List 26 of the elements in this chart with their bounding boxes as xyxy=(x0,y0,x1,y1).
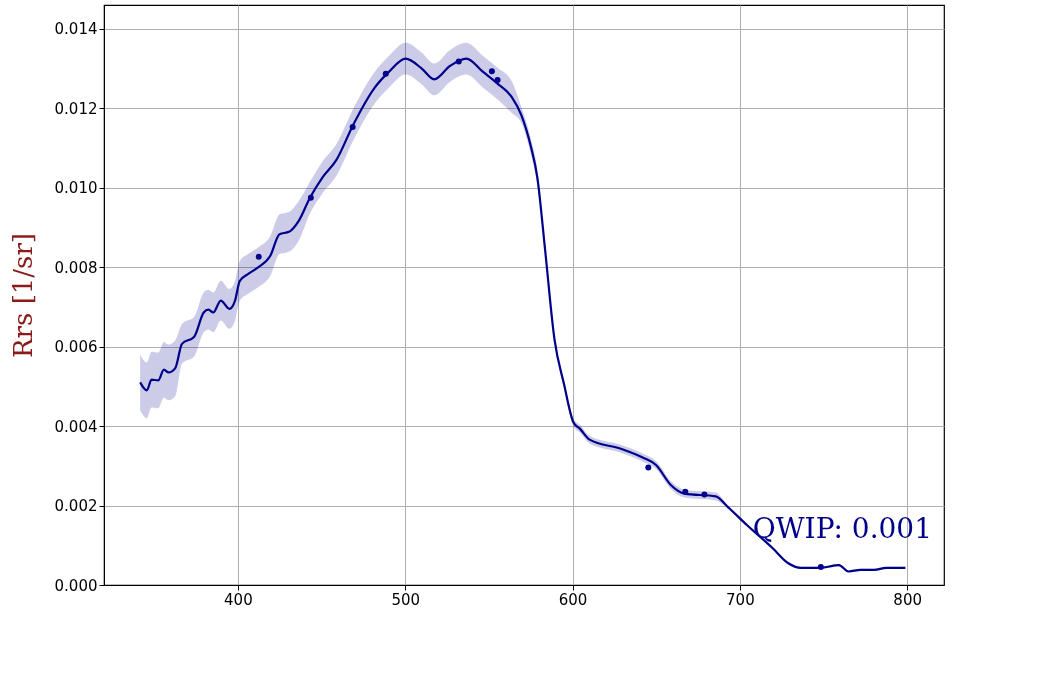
y-axis-title: Rrs [1/sr] xyxy=(7,233,38,358)
point xyxy=(494,77,501,84)
y-tick-label: 0.010 xyxy=(54,179,98,198)
y-tick-label: 0.014 xyxy=(54,20,98,39)
point xyxy=(701,491,708,498)
y-tick-label: 0.000 xyxy=(54,576,98,595)
y-tick-label: 0.008 xyxy=(54,258,98,277)
point xyxy=(382,70,389,77)
point xyxy=(488,68,495,75)
y-tick-label: 0.002 xyxy=(54,497,98,516)
point xyxy=(682,488,689,495)
point xyxy=(307,194,314,201)
x-tick-label: 400 xyxy=(224,590,253,609)
x-tick-label: 600 xyxy=(558,590,588,609)
x-tick-label: 700 xyxy=(726,590,755,609)
point xyxy=(817,564,824,571)
point xyxy=(455,58,462,65)
point xyxy=(349,123,356,130)
point xyxy=(255,253,262,260)
y-tick-label: 0.006 xyxy=(54,338,98,357)
point xyxy=(645,464,652,471)
y-tick-label: 0.004 xyxy=(54,417,98,436)
x-tick-label: 500 xyxy=(391,590,421,609)
y-tick-label: 0.012 xyxy=(54,99,98,118)
annotation: QWIP: 0.001 xyxy=(752,512,932,545)
x-tick-label: 800 xyxy=(893,590,923,609)
